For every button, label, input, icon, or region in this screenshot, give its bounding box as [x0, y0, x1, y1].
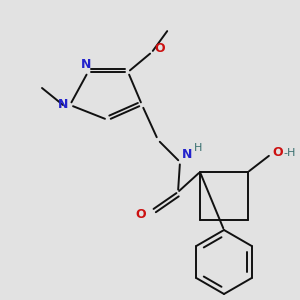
Text: N: N: [81, 58, 91, 70]
Text: N: N: [58, 98, 68, 112]
Text: O: O: [154, 41, 165, 55]
Text: O: O: [135, 208, 146, 220]
Text: O: O: [272, 146, 283, 160]
Text: H: H: [194, 143, 202, 153]
Text: N: N: [182, 148, 192, 160]
Text: -H: -H: [283, 148, 296, 158]
